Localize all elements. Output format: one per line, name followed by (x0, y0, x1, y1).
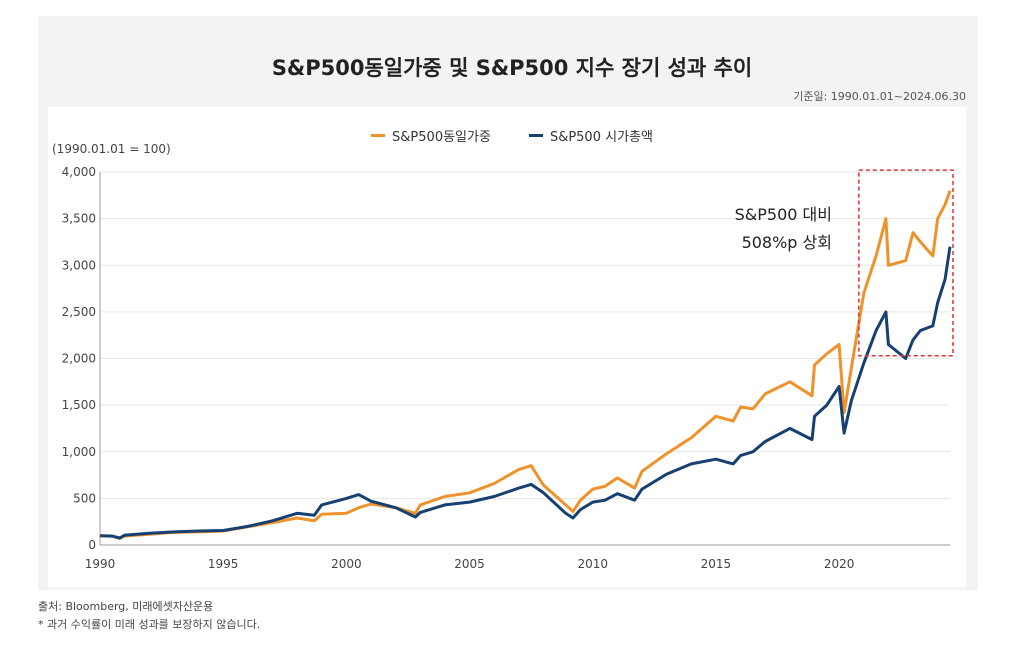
x-tick-label: 2015 (701, 557, 732, 571)
disclaimer-note: * 과거 수익률이 미래 성과를 보장하지 않습니다. (38, 618, 261, 631)
series-line-cap-weight (99, 246, 952, 540)
y-tick-labels: 0 500 1,000 1,500 2,000 2,500 3,000 3,500 4,000 (62, 165, 96, 552)
y-axis-label: (1990.01.01 = 100) (52, 142, 171, 156)
base-date: 기준일: 1990.01.01~2024.06.30 (793, 90, 966, 103)
y-tick-label: 4,000 (62, 165, 96, 179)
legend-item-cap-weight: S&P500 시가총액 (528, 126, 653, 145)
x-tick-label: 2010 (577, 557, 608, 571)
series-lines (99, 190, 952, 540)
source-note: 출처: Bloomberg, 미래에셋자산운용 (38, 600, 214, 613)
annotation-line-2: 508%p 상회 (742, 233, 832, 252)
x-tick-label: 1990 (85, 557, 116, 571)
series-line-equal-weight (99, 190, 952, 540)
x-tick-label: 2005 (454, 557, 485, 571)
legend-swatch-equal-weight (371, 134, 386, 137)
y-tick-label: 3,000 (62, 258, 96, 272)
annotation-line-1: S&P500 대비 (735, 205, 832, 224)
legend-label-cap-weight: S&P500 시가총액 (549, 130, 653, 145)
y-tick-label: 0 (88, 538, 96, 552)
x-tick-label: 2020 (824, 557, 855, 571)
grid-lines (99, 171, 950, 546)
y-tick-label: 2,500 (62, 305, 96, 319)
y-tick-label: 2,000 (62, 352, 96, 366)
y-tick-label: 1,000 (62, 445, 96, 459)
legend-label-equal-weight: S&P500동일가중 (392, 130, 491, 145)
plot-background (48, 107, 966, 587)
y-tick-label: 3,500 (62, 212, 96, 226)
y-tick-label: 500 (73, 491, 96, 505)
legend-swatch-cap-weight (528, 134, 543, 137)
y-tick-label: 1,500 (62, 398, 96, 412)
legend-item-equal-weight: S&P500동일가중 (371, 126, 491, 145)
x-tick-label: 1995 (208, 557, 239, 571)
legend: S&P500동일가중 S&P500 시가총액 (0, 126, 1024, 145)
x-tick-label: 2000 (331, 557, 362, 571)
chart-title: S&P500동일가중 및 S&P500 지수 장기 성과 추이 (271, 56, 753, 80)
x-tick-labels: 1990 1995 2000 2005 2010 2015 2020 (85, 557, 855, 571)
